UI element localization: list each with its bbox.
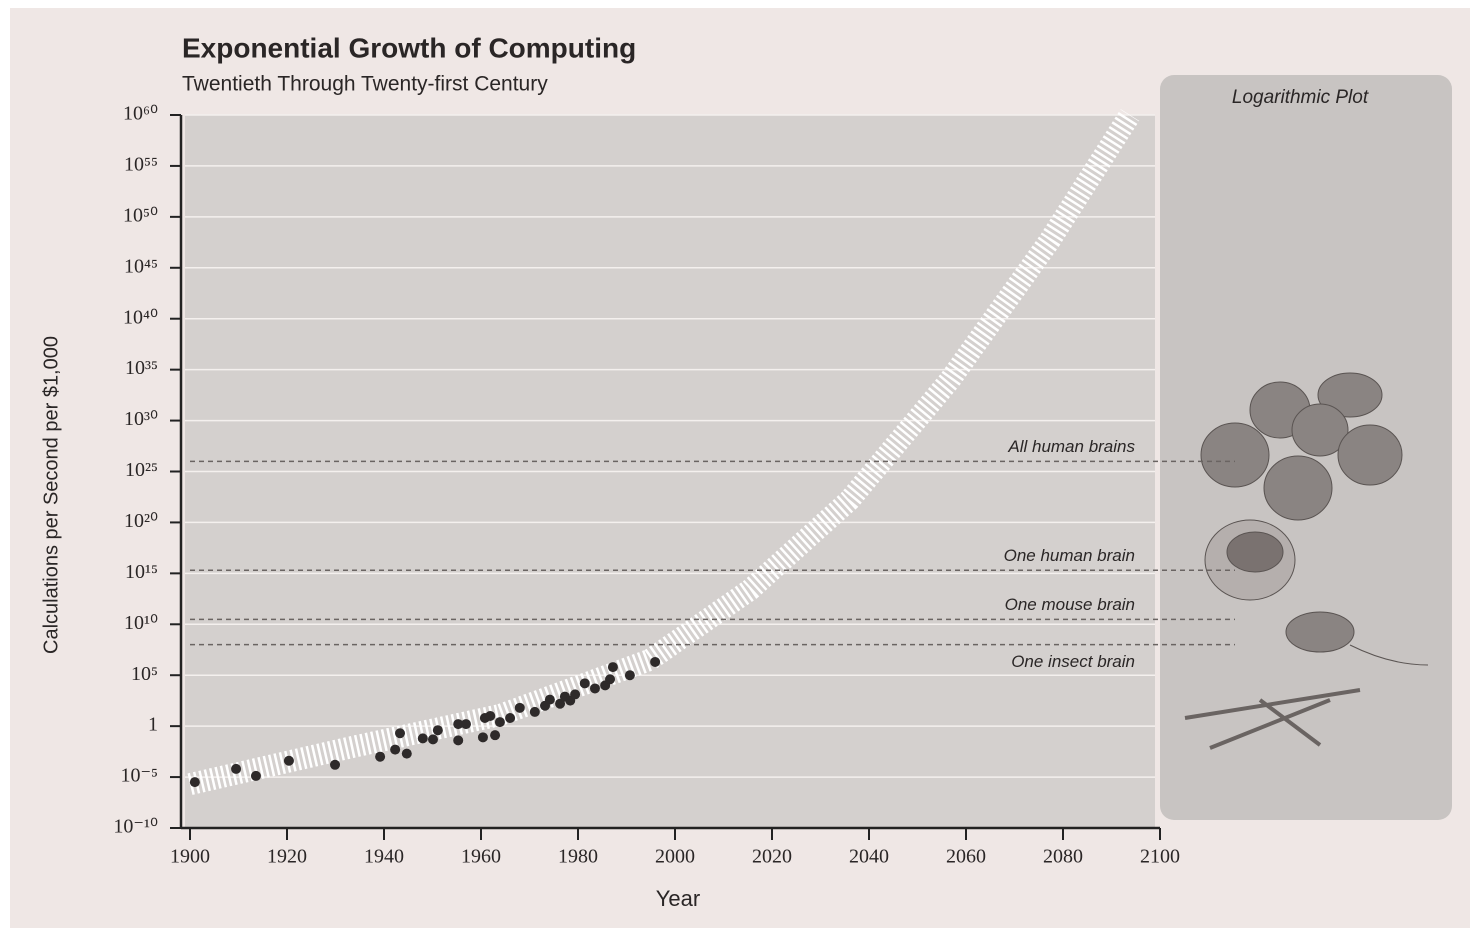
y-tick-label: 10⁴⁵ [124, 255, 158, 277]
chart-title: Exponential Growth of Computing [182, 32, 636, 63]
data-point [330, 759, 341, 770]
x-tick-label: 2020 [752, 846, 792, 868]
data-point [555, 698, 566, 709]
data-point [650, 656, 661, 667]
data-point [250, 770, 261, 781]
reference-label: One mouse brain [1005, 595, 1135, 614]
y-tick-label: 10⁴⁰ [123, 306, 158, 328]
data-point [375, 751, 386, 762]
data-point [395, 728, 406, 739]
mouse [1285, 611, 1355, 653]
x-tick-label: 1940 [364, 846, 404, 868]
mouse-tail [1349, 644, 1429, 666]
data-point [477, 732, 488, 743]
data-point [607, 662, 618, 673]
head [1337, 424, 1403, 486]
data-point [231, 763, 242, 774]
y-tick-label: 10³⁵ [125, 357, 158, 379]
data-point [605, 674, 616, 685]
x-tick-label: 2060 [946, 846, 986, 868]
y-tick-label: 10¹⁵ [125, 561, 158, 583]
brain [1226, 531, 1284, 573]
data-point [390, 744, 401, 755]
data-point [453, 719, 464, 730]
y-tick-label: 10¹⁰ [124, 612, 158, 634]
data-point [544, 694, 555, 705]
dragonfly [1184, 688, 1361, 750]
data-point [401, 748, 412, 759]
reference-label: One human brain [1004, 546, 1135, 565]
y-tick-label: 10²⁰ [124, 510, 158, 532]
x-tick-label: 2100 [1140, 846, 1180, 868]
reference-label: One insect brain [1011, 652, 1135, 671]
x-tick-label: 1920 [267, 846, 307, 868]
y-tick-label: 10⁻⁵ [120, 765, 158, 787]
x-tick-label: 1960 [461, 846, 501, 868]
data-point [570, 689, 581, 700]
y-tick-label: 10²⁵ [125, 459, 158, 481]
y-tick-label: 10⁵ [131, 663, 158, 685]
data-point [427, 734, 438, 745]
x-tick-label: 1900 [170, 846, 210, 868]
x-tick-label: 1980 [558, 846, 598, 868]
head [1263, 455, 1333, 521]
data-point [283, 755, 294, 766]
y-tick-label: 1 [148, 714, 158, 736]
x-tick-label: 2040 [849, 846, 889, 868]
x-tick-label: 2000 [655, 846, 695, 868]
y-tick-label: 10⁶⁰ [123, 103, 158, 125]
data-point [460, 719, 471, 730]
data-point [453, 735, 464, 746]
chart-subtitle: Twentieth Through Twenty-first Century [182, 73, 548, 96]
data-point [417, 733, 428, 744]
x-tick-label: 2080 [1043, 846, 1083, 868]
head [1291, 403, 1349, 457]
reference-label: All human brains [1007, 437, 1135, 456]
y-axis-label: Calculations per Second per $1,000 [40, 336, 62, 654]
data-point [485, 710, 496, 721]
x-axis-label: Year [656, 886, 700, 911]
y-tick-label: 10³⁰ [124, 408, 158, 430]
data-point [589, 683, 600, 694]
y-tick-label: 10⁵⁵ [124, 154, 158, 176]
data-point [579, 678, 590, 689]
panel-label: Logarithmic Plot [1232, 87, 1369, 108]
data-point [514, 702, 525, 713]
data-point [494, 717, 505, 728]
y-tick-label: 10⁵⁰ [123, 204, 158, 226]
data-point [505, 713, 516, 724]
data-point [189, 777, 200, 788]
y-tick-label: 10⁻¹⁰ [113, 816, 158, 838]
data-point [529, 706, 540, 717]
data-point [624, 670, 635, 681]
head [1200, 422, 1270, 488]
data-point [490, 730, 501, 741]
head [1317, 372, 1383, 418]
data-point [432, 725, 443, 736]
illustrations [1184, 372, 1429, 750]
